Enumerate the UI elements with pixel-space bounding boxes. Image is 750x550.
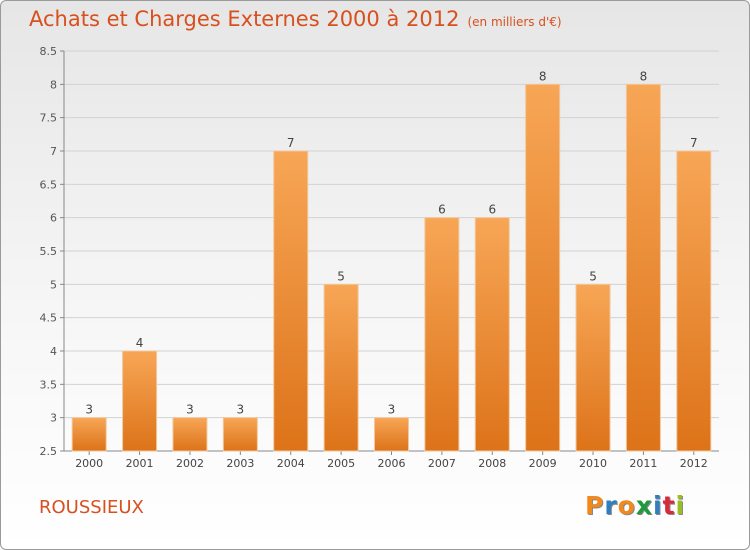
bar-2006: [374, 417, 409, 452]
bar-2009: [525, 83, 561, 452]
chart-unit: (en milliers d'€): [467, 15, 562, 29]
bar-value-label: 7: [287, 136, 295, 150]
bar-2005: [323, 283, 359, 452]
y-tick-label: 8.5: [40, 45, 58, 58]
gridlines: [64, 50, 719, 452]
chart-title-text: Achats et Charges Externes 2000 à 2012: [29, 7, 460, 31]
y-tick-label: 7: [50, 145, 57, 158]
bar-2002: [172, 417, 208, 452]
x-tick-label: 2006: [378, 457, 406, 470]
y-tick-label: 6.5: [40, 178, 58, 191]
y-tick-label: 4: [50, 345, 57, 358]
x-tick-label: 2007: [428, 457, 456, 470]
bar-value-label: 5: [337, 269, 345, 283]
chart-title: Achats et Charges Externes 2000 à 2012 (e…: [29, 7, 562, 31]
x-tick-label: 2011: [629, 457, 657, 470]
x-tick-label: 2005: [327, 457, 355, 470]
logo-letter: i: [653, 491, 663, 520]
y-tick-label: 4.5: [40, 312, 58, 325]
y-tick-label: 5: [50, 278, 57, 291]
y-tick-label: 8: [50, 78, 57, 91]
bar-value-label: 3: [186, 403, 194, 417]
x-tick-label: 2009: [529, 457, 557, 470]
bar-2000: [71, 417, 107, 452]
proxiti-logo: Proxiti: [585, 491, 685, 520]
bar-2008: [474, 217, 510, 452]
x-tick-label: 2002: [176, 457, 204, 470]
bar-value-label: 3: [388, 403, 396, 417]
logo-letter: o: [617, 491, 636, 520]
bar-value-label: 3: [237, 403, 245, 417]
logo-letter: t: [662, 491, 676, 520]
x-tick-label: 2010: [579, 457, 607, 470]
bar-value-label: 8: [539, 69, 547, 83]
bar-2010: [575, 283, 611, 452]
bar-value-label: 4: [136, 336, 144, 350]
logo-letter: x: [635, 491, 653, 520]
x-tick-label: 2012: [680, 457, 708, 470]
x-tick-label: 2004: [277, 457, 305, 470]
bar-2003: [222, 417, 258, 452]
y-tick-label: 3: [50, 412, 57, 425]
y-tick-label: 7.5: [40, 112, 58, 125]
y-tick-label: 5.5: [40, 245, 58, 258]
commune-name: ROUSSIEUX: [39, 497, 144, 518]
bar-value-label: 3: [85, 403, 93, 417]
bar-2004: [273, 150, 309, 452]
bar-value-label: 6: [488, 203, 496, 217]
axes: [60, 50, 719, 455]
bar-2001: [122, 350, 158, 452]
x-tick-label: 2001: [126, 457, 154, 470]
x-tick-label: 2003: [226, 457, 254, 470]
bar-2012: [676, 150, 712, 452]
logo-letter: P: [585, 491, 605, 520]
bar-value-label: 7: [690, 136, 698, 150]
y-tick-label: 6: [50, 212, 57, 225]
bar-2011: [625, 83, 661, 452]
y-tick-label: 3.5: [40, 378, 58, 391]
x-tick-label: 2008: [478, 457, 506, 470]
bar-value-label: 5: [589, 269, 597, 283]
labels: 2.5 3 3.5 4 4.5 5 5.5 6 6.5 7 7.5 8 8.5 3 2000 4 2001 3 20…: [40, 45, 708, 470]
bar-value-label: 8: [640, 69, 648, 83]
bar-2007: [424, 217, 460, 452]
bars: [71, 83, 712, 452]
y-tick-label: 2.5: [40, 445, 58, 458]
logo-letter: i: [675, 491, 686, 520]
bar-value-label: 6: [438, 203, 446, 217]
logo-letter: r: [604, 491, 618, 520]
x-tick-label: 2000: [75, 457, 103, 470]
